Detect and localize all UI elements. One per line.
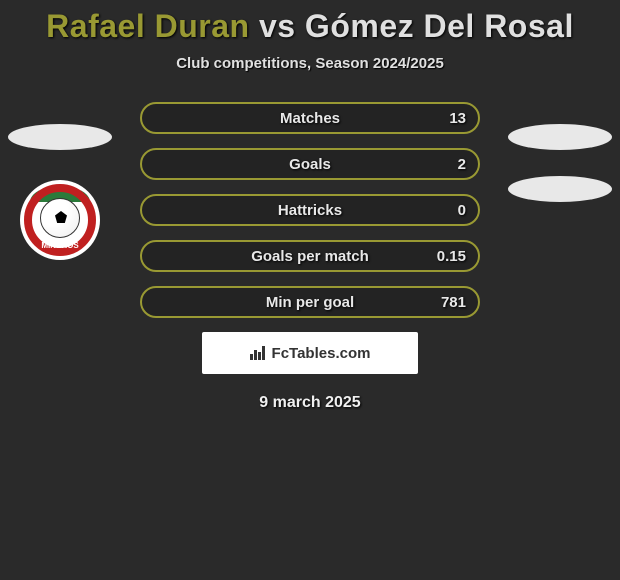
player2-name: Gómez Del Rosal — [305, 8, 574, 44]
stat-row-goals: Goals 2 — [140, 148, 480, 180]
comparison-title: Rafael Duran vs Gómez Del Rosal — [0, 0, 620, 45]
stat-value: 13 — [449, 110, 466, 127]
stats-container: Matches 13 Goals 2 Hattricks 0 Goals per… — [140, 102, 480, 318]
vs-text: vs — [259, 8, 296, 44]
player2-photo-placeholder — [508, 124, 612, 150]
stat-value: 2 — [458, 156, 466, 173]
player1-name: Rafael Duran — [46, 8, 249, 44]
stat-label: Min per goal — [266, 294, 354, 311]
stat-value: 0 — [458, 202, 466, 219]
stat-label: Matches — [280, 110, 340, 127]
player1-club-logo: MINEROS — [20, 180, 100, 260]
club-logo-text: MINEROS — [20, 241, 100, 250]
stat-label: Goals per match — [251, 248, 369, 265]
attribution-badge[interactable]: FcTables.com — [202, 332, 418, 374]
player1-photo-placeholder — [8, 124, 112, 150]
season-subtitle: Club competitions, Season 2024/2025 — [0, 55, 620, 72]
player2-club-placeholder — [508, 176, 612, 202]
stat-label: Hattricks — [278, 202, 342, 219]
attribution-text: FcTables.com — [272, 345, 371, 362]
stat-row-matches: Matches 13 — [140, 102, 480, 134]
stat-row-hattricks: Hattricks 0 — [140, 194, 480, 226]
snapshot-date: 9 march 2025 — [0, 394, 620, 412]
stat-row-min-per-goal: Min per goal 781 — [140, 286, 480, 318]
stat-row-goals-per-match: Goals per match 0.15 — [140, 240, 480, 272]
stat-value: 0.15 — [437, 248, 466, 265]
chart-icon — [250, 346, 266, 360]
stat-value: 781 — [441, 294, 466, 311]
stat-label: Goals — [289, 156, 331, 173]
